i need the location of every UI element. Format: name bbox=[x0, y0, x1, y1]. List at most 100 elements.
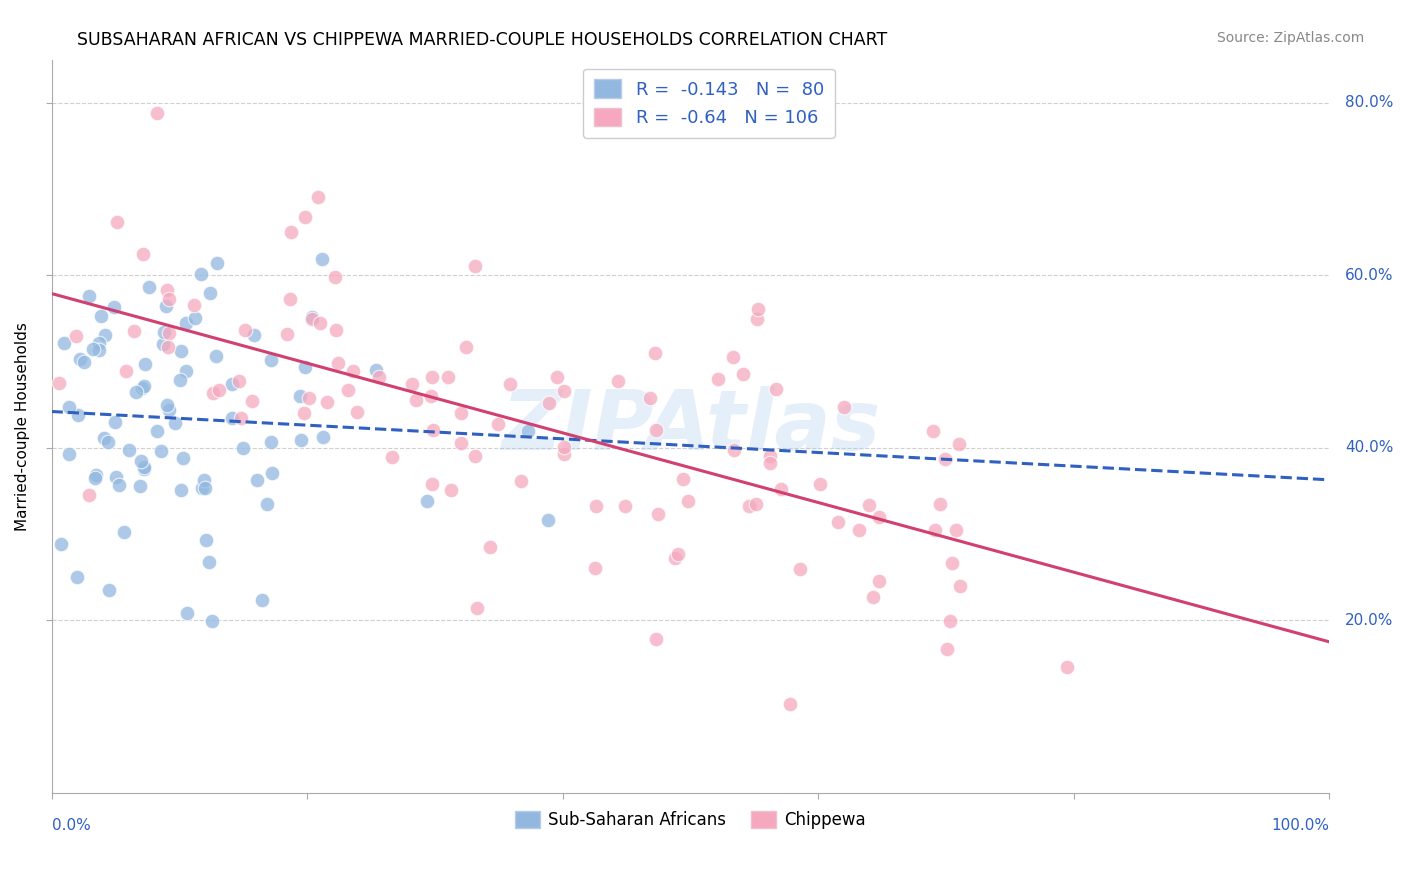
Point bbox=[69, 351, 91, 366]
Point bbox=[155, 283, 177, 297]
Point bbox=[848, 523, 870, 537]
Point bbox=[298, 391, 321, 405]
Point bbox=[176, 606, 198, 620]
Point bbox=[415, 494, 437, 508]
Point bbox=[422, 423, 444, 437]
Point bbox=[129, 478, 152, 492]
Point bbox=[73, 355, 96, 369]
Point bbox=[832, 400, 855, 414]
Point bbox=[553, 384, 575, 398]
Point bbox=[276, 326, 298, 341]
Point bbox=[346, 405, 368, 419]
Point bbox=[614, 499, 637, 513]
Point bbox=[84, 468, 107, 483]
Point bbox=[233, 323, 256, 337]
Point bbox=[368, 370, 391, 384]
Point bbox=[280, 225, 302, 239]
Point bbox=[52, 335, 75, 350]
Point bbox=[84, 471, 107, 485]
Point bbox=[789, 561, 811, 575]
Point bbox=[420, 369, 443, 384]
Point bbox=[152, 337, 174, 351]
Point bbox=[381, 450, 404, 465]
Point bbox=[945, 523, 967, 537]
Point bbox=[464, 259, 486, 273]
Point bbox=[647, 507, 669, 521]
Text: 60.0%: 60.0% bbox=[1344, 268, 1393, 283]
Point bbox=[770, 482, 793, 496]
Point bbox=[858, 498, 880, 512]
Point bbox=[723, 443, 745, 458]
Point bbox=[868, 509, 890, 524]
Point bbox=[479, 540, 502, 554]
Point bbox=[278, 292, 301, 306]
Text: 20.0%: 20.0% bbox=[1344, 613, 1393, 628]
Point bbox=[638, 392, 661, 406]
Point bbox=[132, 378, 155, 392]
Point bbox=[1056, 660, 1078, 674]
Point bbox=[645, 632, 668, 647]
Point bbox=[93, 431, 115, 445]
Point bbox=[342, 364, 364, 378]
Point bbox=[666, 547, 689, 561]
Point bbox=[131, 381, 153, 395]
Point bbox=[664, 550, 686, 565]
Point bbox=[405, 392, 427, 407]
Point bbox=[183, 298, 205, 312]
Point bbox=[77, 289, 100, 303]
Point bbox=[723, 350, 745, 364]
Point bbox=[301, 312, 323, 326]
Point bbox=[260, 353, 283, 368]
Point bbox=[315, 394, 337, 409]
Point bbox=[366, 363, 388, 377]
Point bbox=[156, 398, 179, 412]
Point bbox=[294, 211, 316, 225]
Point bbox=[934, 452, 956, 467]
Point bbox=[256, 496, 278, 510]
Point bbox=[200, 286, 222, 301]
Point bbox=[499, 377, 522, 392]
Point bbox=[486, 417, 509, 431]
Point bbox=[231, 411, 253, 425]
Point bbox=[437, 369, 460, 384]
Point bbox=[707, 372, 730, 386]
Point bbox=[174, 364, 197, 378]
Point bbox=[440, 483, 463, 497]
Point bbox=[193, 473, 215, 487]
Y-axis label: Married-couple Households: Married-couple Households bbox=[15, 322, 30, 531]
Point bbox=[517, 424, 540, 438]
Point bbox=[104, 415, 127, 429]
Point bbox=[929, 497, 952, 511]
Point bbox=[184, 310, 207, 325]
Point bbox=[194, 533, 217, 548]
Point bbox=[149, 444, 172, 458]
Point bbox=[172, 450, 194, 465]
Point bbox=[745, 311, 768, 326]
Text: 40.0%: 40.0% bbox=[1344, 440, 1393, 455]
Point bbox=[194, 481, 217, 495]
Text: 100.0%: 100.0% bbox=[1271, 818, 1330, 833]
Point bbox=[676, 494, 699, 508]
Point bbox=[138, 279, 160, 293]
Point bbox=[546, 370, 568, 384]
Point bbox=[204, 349, 226, 363]
Point bbox=[122, 324, 145, 338]
Point bbox=[672, 472, 695, 486]
Point bbox=[205, 256, 228, 270]
Text: Source: ZipAtlas.com: Source: ZipAtlas.com bbox=[1216, 31, 1364, 45]
Point bbox=[132, 461, 155, 475]
Point bbox=[134, 357, 156, 371]
Point bbox=[290, 433, 312, 447]
Point bbox=[262, 467, 284, 481]
Point bbox=[538, 396, 561, 410]
Point bbox=[155, 299, 177, 313]
Point bbox=[112, 524, 135, 539]
Point bbox=[129, 454, 152, 468]
Point bbox=[156, 340, 179, 354]
Point bbox=[157, 292, 180, 306]
Point bbox=[419, 389, 441, 403]
Point bbox=[292, 406, 315, 420]
Point bbox=[553, 447, 575, 461]
Point bbox=[163, 416, 186, 430]
Point bbox=[288, 389, 311, 403]
